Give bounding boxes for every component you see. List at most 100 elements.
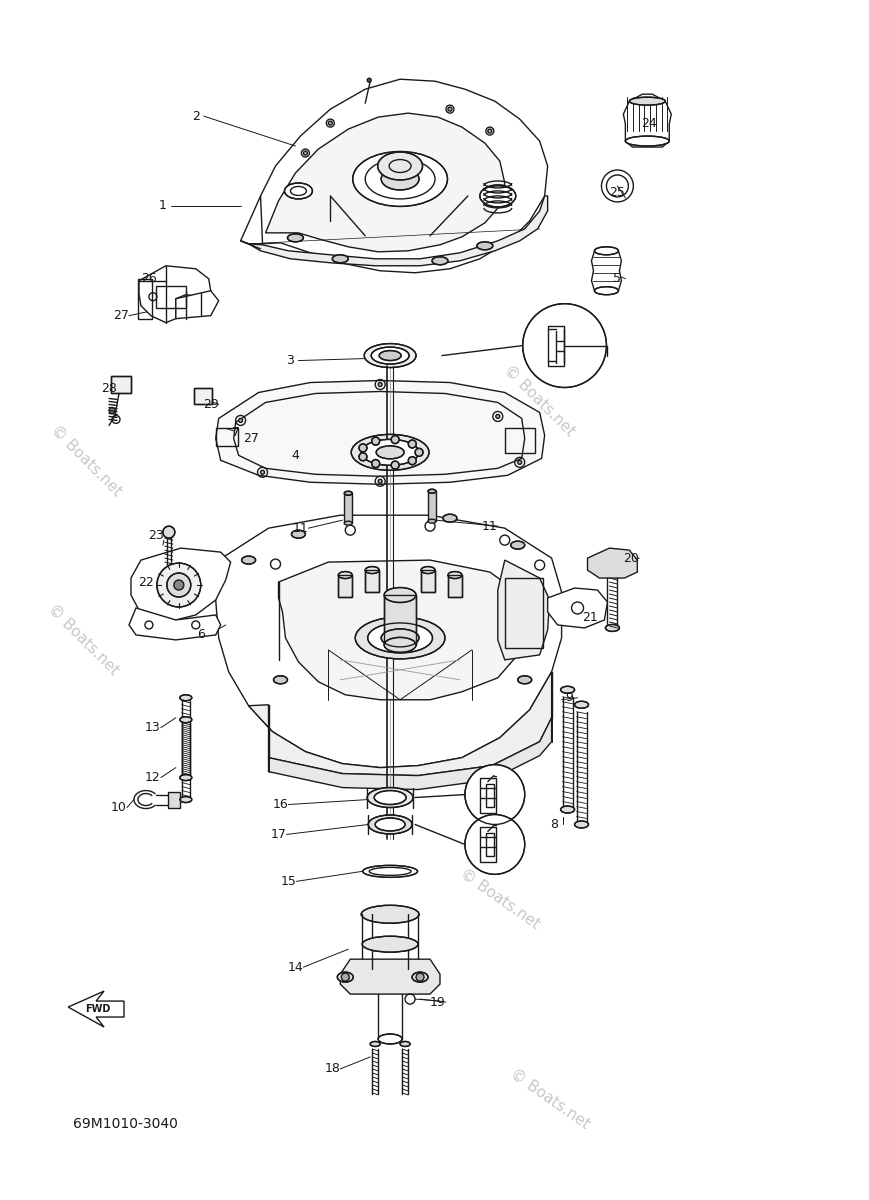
Text: 13: 13 [145, 721, 161, 734]
Circle shape [359, 444, 367, 452]
Text: 28: 28 [101, 382, 117, 395]
Ellipse shape [180, 695, 192, 701]
Polygon shape [547, 588, 607, 628]
Ellipse shape [381, 629, 419, 647]
Circle shape [109, 408, 115, 414]
Text: 8: 8 [551, 818, 559, 830]
Ellipse shape [606, 624, 620, 631]
Circle shape [368, 78, 371, 83]
Text: 24: 24 [641, 116, 657, 130]
Bar [428, 491, 436, 521]
Bar [480, 778, 496, 812]
Polygon shape [68, 991, 124, 1027]
Ellipse shape [400, 1042, 410, 1046]
Circle shape [378, 383, 382, 386]
Text: 11: 11 [293, 522, 308, 535]
Circle shape [465, 815, 525, 875]
Ellipse shape [337, 972, 354, 982]
Ellipse shape [291, 530, 305, 538]
Bar [216, 428, 237, 446]
Bar [448, 575, 462, 598]
Text: 27: 27 [113, 310, 129, 322]
Polygon shape [241, 79, 547, 272]
Ellipse shape [379, 350, 401, 360]
Ellipse shape [274, 676, 288, 684]
Ellipse shape [368, 623, 433, 653]
Polygon shape [129, 608, 221, 640]
Ellipse shape [574, 821, 588, 828]
Circle shape [518, 461, 521, 464]
Ellipse shape [432, 257, 448, 265]
Ellipse shape [370, 1042, 380, 1046]
Polygon shape [216, 380, 545, 485]
Text: © Boats.net: © Boats.net [45, 601, 122, 678]
Ellipse shape [338, 571, 352, 578]
Ellipse shape [242, 556, 255, 564]
Text: 5: 5 [614, 272, 621, 286]
Bar [111, 376, 131, 394]
Bar [365, 570, 379, 592]
Text: 26: 26 [141, 272, 156, 286]
Ellipse shape [381, 168, 419, 190]
Bar [384, 595, 416, 644]
Bar [365, 570, 379, 592]
Ellipse shape [376, 446, 404, 458]
Text: 17: 17 [270, 828, 287, 841]
Circle shape [157, 563, 201, 607]
Text: 6: 6 [196, 629, 205, 642]
Ellipse shape [477, 242, 493, 250]
Circle shape [448, 107, 452, 112]
Ellipse shape [332, 254, 348, 263]
Circle shape [415, 449, 423, 456]
Polygon shape [623, 94, 671, 148]
Text: 20: 20 [623, 552, 640, 564]
Bar [486, 834, 494, 857]
Polygon shape [587, 548, 637, 578]
Ellipse shape [284, 182, 312, 199]
Text: 1: 1 [159, 199, 167, 212]
Ellipse shape [443, 514, 457, 522]
Text: 29: 29 [202, 398, 219, 410]
Ellipse shape [180, 797, 192, 803]
Text: © Boats.net: © Boats.net [457, 866, 542, 932]
Circle shape [303, 151, 308, 155]
Ellipse shape [511, 541, 525, 550]
Text: 19: 19 [430, 996, 446, 1008]
Text: 18: 18 [324, 1062, 341, 1075]
Polygon shape [592, 251, 621, 290]
Bar [384, 595, 416, 644]
Text: 14: 14 [288, 961, 303, 973]
Polygon shape [269, 718, 552, 790]
Polygon shape [234, 391, 525, 476]
Polygon shape [216, 515, 561, 768]
Circle shape [523, 304, 607, 388]
Ellipse shape [288, 234, 303, 242]
Text: 10: 10 [111, 802, 127, 814]
Bar [194, 389, 212, 404]
Circle shape [372, 460, 380, 468]
Circle shape [261, 470, 264, 474]
Text: 4: 4 [291, 449, 300, 462]
Bar [344, 493, 352, 523]
Polygon shape [139, 265, 210, 323]
Circle shape [372, 437, 380, 445]
Text: © Boats.net: © Boats.net [507, 1066, 592, 1132]
Polygon shape [249, 672, 552, 775]
Ellipse shape [344, 491, 352, 496]
Text: 69M1010-3040: 69M1010-3040 [73, 1117, 178, 1130]
Circle shape [342, 973, 349, 982]
Ellipse shape [362, 936, 418, 952]
Circle shape [359, 452, 367, 461]
Text: 25: 25 [609, 186, 626, 199]
Ellipse shape [561, 686, 574, 694]
Ellipse shape [375, 818, 405, 830]
Ellipse shape [561, 806, 574, 814]
Bar [138, 278, 152, 319]
Text: 12: 12 [145, 772, 161, 784]
Text: 11: 11 [482, 520, 498, 533]
Polygon shape [131, 548, 230, 620]
Bar [505, 428, 534, 454]
Circle shape [408, 457, 416, 464]
Bar [156, 286, 186, 307]
Ellipse shape [428, 490, 436, 493]
